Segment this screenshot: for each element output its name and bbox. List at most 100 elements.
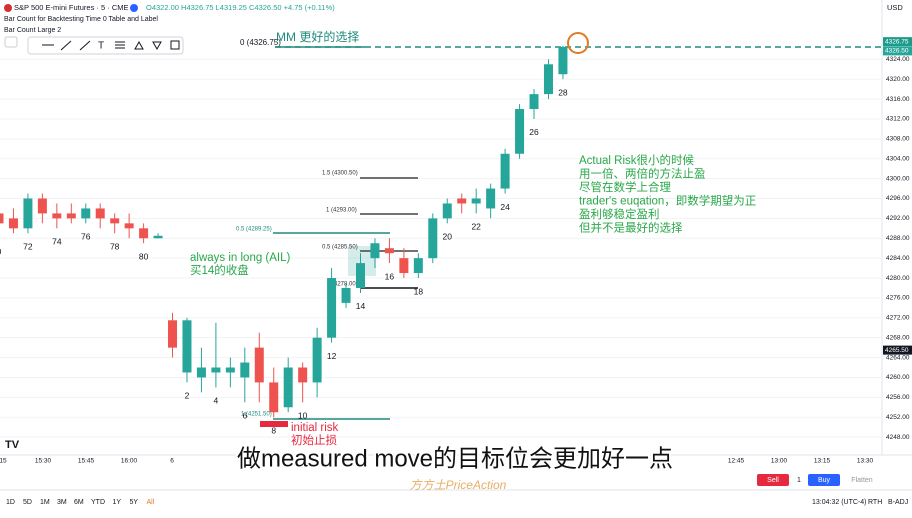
tool-up[interactable] bbox=[134, 40, 144, 50]
qty: 1 bbox=[797, 477, 801, 484]
plot: 07274767880246810121416182022242628 bbox=[0, 45, 568, 435]
candle-body bbox=[52, 213, 62, 219]
range-button[interactable]: 1D bbox=[6, 499, 15, 506]
candle-body bbox=[196, 367, 206, 378]
bar-count: 72 bbox=[23, 242, 33, 252]
adjustment[interactable]: B-ADJ bbox=[888, 499, 908, 506]
y-tick-label: 4284.00 bbox=[886, 255, 910, 262]
tool-text[interactable]: T bbox=[98, 41, 104, 52]
candle-body bbox=[399, 258, 409, 274]
y-tick-label: 4320.00 bbox=[886, 76, 910, 83]
y-tick-label: 4308.00 bbox=[886, 136, 910, 143]
risk-bar bbox=[260, 421, 288, 427]
tool-channel[interactable] bbox=[60, 40, 72, 51]
bar-count: 80 bbox=[139, 251, 149, 261]
annotation: 盈利够稳定盈利 bbox=[579, 207, 660, 221]
candle-body bbox=[543, 64, 553, 95]
x-tick-label: 6 bbox=[170, 458, 174, 465]
tool-rect[interactable] bbox=[170, 40, 180, 50]
level-label: 1 (4293.00) bbox=[326, 208, 357, 214]
y-tick-label: 4252.00 bbox=[886, 414, 910, 421]
candle-body bbox=[558, 46, 568, 75]
bar-count: 26 bbox=[529, 127, 539, 137]
candle-body bbox=[428, 218, 438, 259]
range-button[interactable]: YTD bbox=[91, 499, 105, 506]
tool-trend[interactable] bbox=[79, 40, 91, 51]
candle-body bbox=[124, 223, 134, 229]
candle-body bbox=[298, 367, 308, 383]
logo: TV bbox=[5, 439, 20, 451]
y-tick-label: 4296.00 bbox=[886, 195, 910, 202]
session[interactable]: RTH bbox=[868, 499, 882, 506]
candle-body bbox=[240, 362, 250, 378]
y-tick-label: 4248.00 bbox=[886, 434, 910, 441]
range-button[interactable]: 5D bbox=[23, 499, 32, 506]
level-label: 0.5 (4289.25) bbox=[236, 227, 272, 233]
range-button[interactable]: 6M bbox=[74, 499, 84, 506]
x-tick-label: 15:30 bbox=[35, 458, 52, 465]
level-label: 1 (4251.50) bbox=[241, 412, 272, 418]
level-label: 0.5 (4285.50) bbox=[322, 245, 358, 251]
y-tick-label: 4276.00 bbox=[886, 295, 910, 302]
candle-body bbox=[370, 243, 380, 259]
candle-body bbox=[457, 198, 467, 204]
range-button[interactable]: 3M bbox=[57, 499, 67, 506]
bar-count: 14 bbox=[356, 301, 366, 311]
y-tick-label: 4288.00 bbox=[886, 235, 910, 242]
level-label: 0 (4278.00) bbox=[327, 282, 358, 288]
watermark: 方方土PriceAction bbox=[410, 478, 507, 492]
x-tick-label: 12:45 bbox=[728, 458, 745, 465]
bar-count: 76 bbox=[81, 232, 91, 242]
annotation: 用一倍、两倍的方法止盈 bbox=[579, 167, 706, 181]
annotation: 买14的收盘 bbox=[190, 263, 249, 277]
bar-count: 22 bbox=[471, 222, 481, 232]
sell-button[interactable] bbox=[757, 474, 789, 486]
range-button[interactable]: All bbox=[147, 499, 155, 506]
currency: USD bbox=[887, 3, 903, 12]
clock: 13:04:32 (UTC-4) bbox=[812, 499, 866, 506]
annotation: initial risk bbox=[291, 422, 339, 434]
candle-body bbox=[356, 263, 365, 288]
candle-body bbox=[529, 94, 539, 110]
annotation-block: Actual Risk很小的时候用一倍、两倍的方法止盈尽管在数学上合理trade… bbox=[579, 153, 756, 235]
candle-body bbox=[211, 367, 221, 373]
candle-body bbox=[153, 235, 163, 239]
candle-body bbox=[182, 320, 192, 373]
y-tick-label: 4260.00 bbox=[886, 374, 910, 381]
bar-count: 6 bbox=[242, 411, 247, 421]
bar-count: 2 bbox=[185, 391, 190, 401]
tool-down[interactable] bbox=[152, 41, 162, 51]
range-button[interactable]: 5Y bbox=[130, 499, 139, 506]
buy-label: Buy bbox=[818, 477, 831, 484]
buy-button[interactable] bbox=[808, 474, 840, 486]
bar-count: 20 bbox=[443, 232, 453, 242]
candle-body bbox=[37, 198, 47, 214]
tool-fib[interactable] bbox=[115, 41, 125, 49]
annotation: Actual Risk很小的时候 bbox=[579, 153, 695, 167]
annotation: MM 更好的选择 bbox=[276, 29, 359, 44]
candle-body bbox=[471, 198, 481, 204]
price-tag bbox=[883, 46, 912, 56]
candle-body bbox=[384, 248, 394, 254]
flatten[interactable]: Flatten bbox=[851, 477, 873, 484]
grid bbox=[0, 58, 882, 438]
x-tick-label: 13:00 bbox=[771, 458, 788, 465]
level-label: 1.5 (4300.50) bbox=[322, 171, 358, 177]
range-button[interactable]: 1M bbox=[40, 499, 50, 506]
collapse-button[interactable] bbox=[4, 36, 18, 48]
bar-count: 16 bbox=[385, 271, 395, 281]
annotation: 初始止损 bbox=[291, 433, 337, 447]
candle-body bbox=[486, 188, 496, 209]
candle-body bbox=[327, 278, 337, 338]
range-button[interactable]: 1Y bbox=[113, 499, 122, 506]
price-tag-label: 4326.50 bbox=[885, 48, 909, 55]
candle-body bbox=[442, 203, 452, 219]
y-tick-label: 4256.00 bbox=[886, 394, 910, 401]
ohlc: O4322.00 H4326.75 L4319.25 C4326.50 +4.7… bbox=[146, 3, 335, 12]
candle-body bbox=[254, 347, 264, 383]
status-icon bbox=[130, 4, 138, 12]
symbol-icon bbox=[4, 4, 12, 12]
candle-body bbox=[110, 218, 120, 224]
candle-body bbox=[81, 208, 91, 219]
